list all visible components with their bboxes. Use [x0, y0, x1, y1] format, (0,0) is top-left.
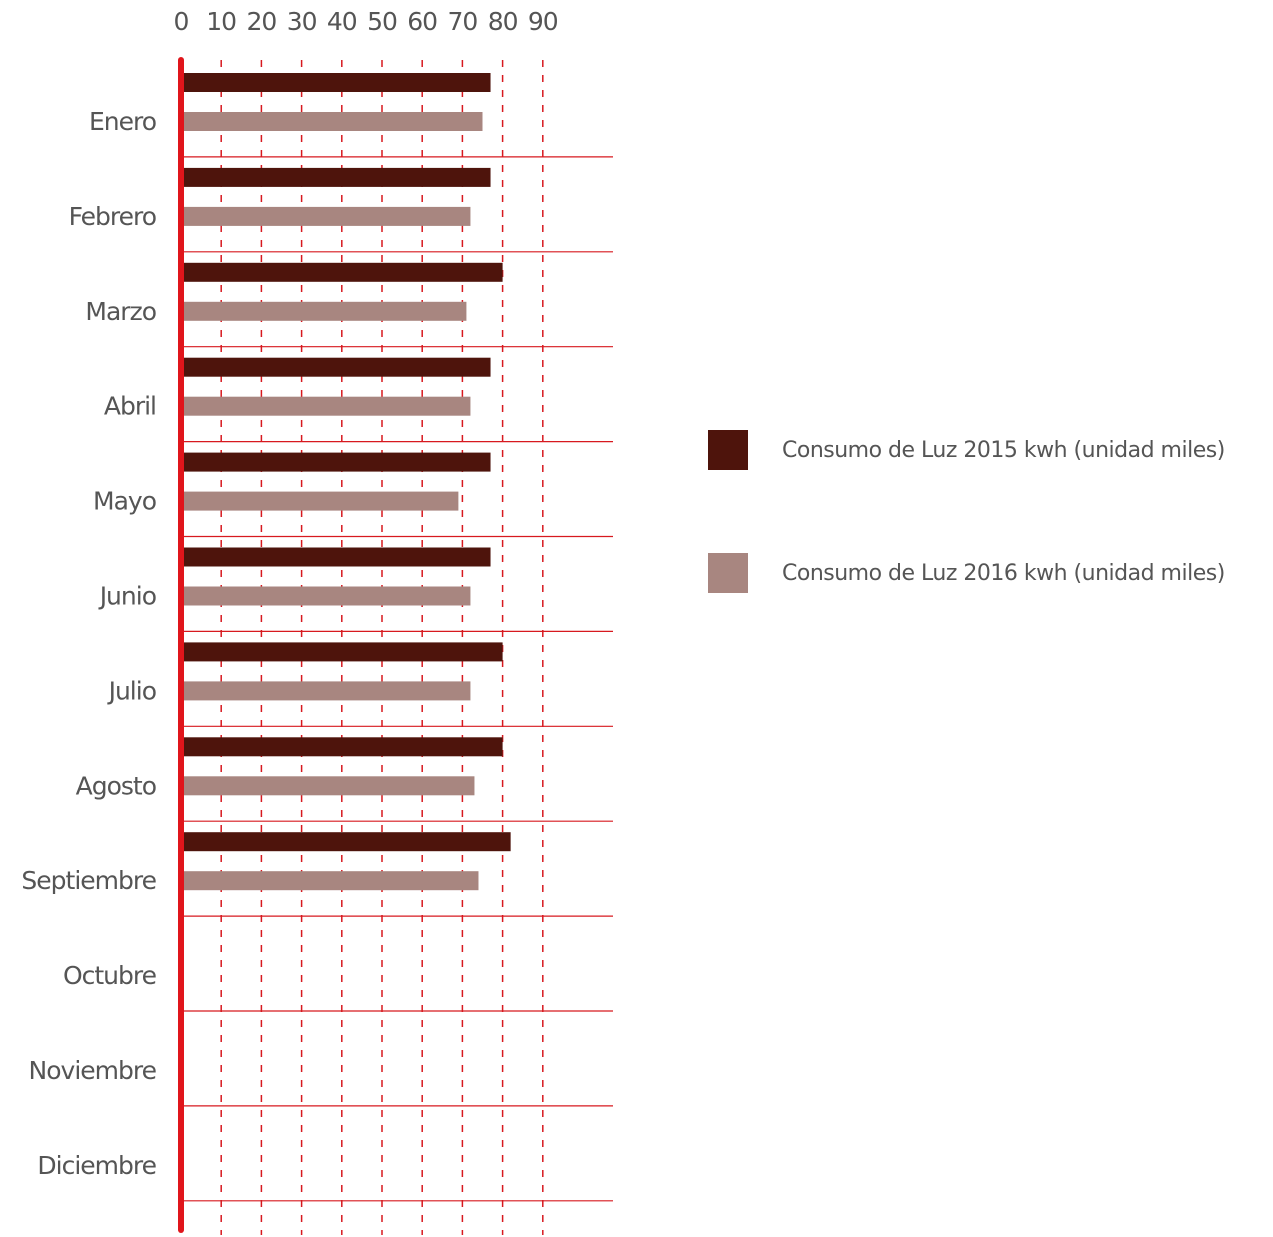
labels-layer: 0 10 20 30 40 50 60 70 80 90 Enero Febrero Marzo Abri…: [21, 7, 558, 1180]
x-tick-label-0: 0: [174, 7, 189, 36]
x-tick-label-30: 30: [287, 7, 317, 36]
category-label-marzo: Marzo: [85, 297, 156, 326]
bar-2015-julio: [181, 642, 503, 662]
bar-2015-marzo: [181, 262, 503, 282]
bar-2015-junio: [181, 547, 491, 567]
x-tick-label-90: 90: [528, 7, 558, 36]
bar-2016-julio: [181, 681, 471, 701]
legend-swatch-2015: [708, 430, 748, 470]
legend-label-2015: Consumo de Luz 2015 kwh (unidad miles): [782, 437, 1225, 463]
bar-2015-mayo: [181, 452, 491, 472]
category-label-mayo: Mayo: [93, 487, 156, 516]
x-tick-label-20: 20: [246, 7, 276, 36]
legend-label-2016: Consumo de Luz 2016 kwh (unidad miles): [782, 560, 1225, 586]
category-label-noviembre: Noviembre: [29, 1056, 157, 1085]
bar-2016-abril: [181, 396, 471, 416]
legend-swatch-2016: [708, 553, 748, 593]
category-label-agosto: Agosto: [76, 771, 156, 800]
x-tick-label-50: 50: [367, 7, 397, 36]
category-label-julio: Julio: [107, 676, 156, 705]
bar-2016-mayo: [181, 491, 459, 511]
legend-item-2015: Consumo de Luz 2015 kwh (unidad miles): [708, 430, 1225, 470]
x-tick-label-10: 10: [206, 7, 236, 36]
category-label-febrero: Febrero: [69, 202, 156, 231]
bar-2016-septiembre: [181, 871, 479, 891]
x-tick-label-60: 60: [407, 7, 437, 36]
category-label-abril: Abril: [104, 392, 156, 421]
x-tick-label-80: 80: [488, 7, 518, 36]
x-tick-label-70: 70: [447, 7, 477, 36]
bar-2016-marzo: [181, 301, 467, 321]
bar-2015-abril: [181, 357, 491, 377]
category-label-enero: Enero: [89, 107, 156, 136]
x-tick-label-40: 40: [327, 7, 357, 36]
bars-layer: [181, 73, 511, 891]
bar-2015-febrero: [181, 167, 491, 187]
bar-2016-enero: [181, 112, 483, 131]
category-label-octubre: Octubre: [63, 961, 157, 990]
legend-item-2016: Consumo de Luz 2016 kwh (unidad miles): [708, 553, 1225, 593]
bar-2015-enero: [181, 73, 491, 92]
category-label-diciembre: Diciembre: [37, 1151, 156, 1180]
bar-2016-agosto: [181, 776, 475, 796]
bar-2015-septiembre: [181, 832, 511, 852]
category-label-junio: Junio: [98, 582, 156, 611]
category-label-septiembre: Septiembre: [21, 866, 156, 895]
bar-2015-agosto: [181, 737, 503, 757]
bar-2016-febrero: [181, 206, 471, 226]
bar-2016-junio: [181, 586, 471, 606]
